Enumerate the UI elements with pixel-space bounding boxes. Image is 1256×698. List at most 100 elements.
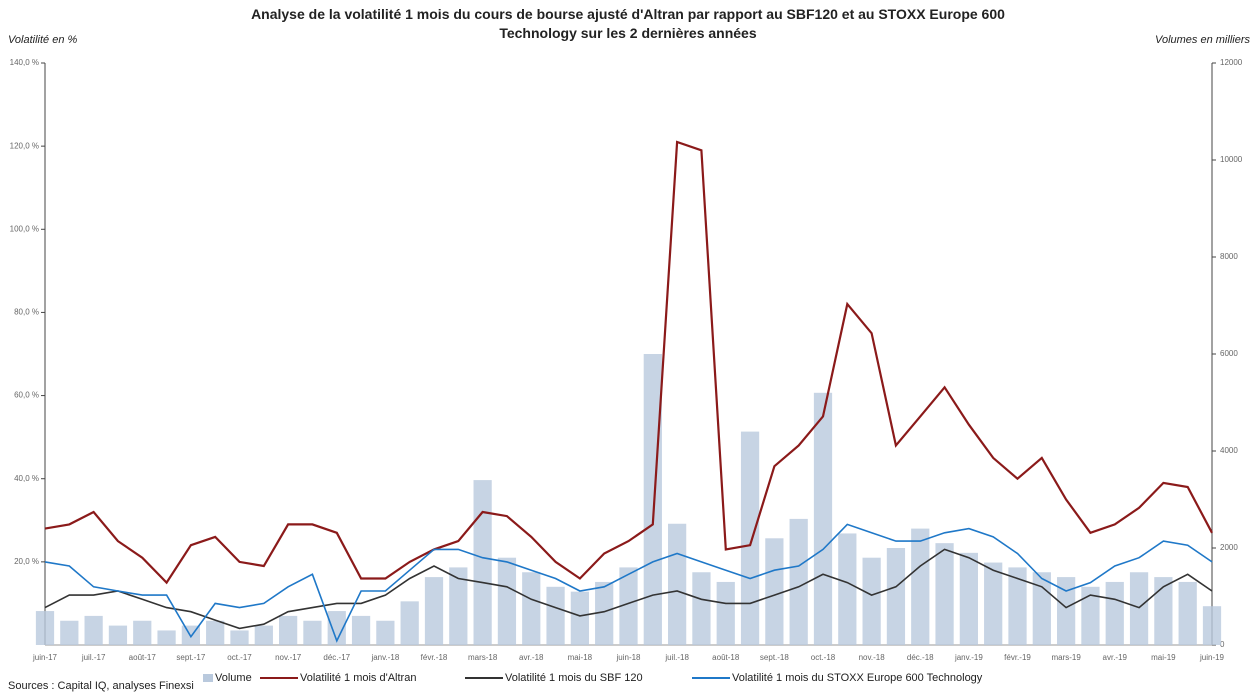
x-tick-label: août-17: [129, 653, 157, 662]
volume-bar: [886, 548, 906, 645]
volume-bar: [813, 392, 833, 645]
x-tick-label: sept.-17: [176, 653, 205, 662]
x-tick-label: juil.-17: [81, 653, 106, 662]
volume-bar: [327, 611, 346, 645]
volume-bar: [1154, 577, 1173, 645]
y-tick-label: 80,0 %: [14, 308, 39, 317]
legend-swatch: [203, 674, 213, 682]
y2-tick-label: 0: [1220, 640, 1225, 649]
x-tick-label: janv.-18: [370, 653, 399, 662]
x-tick-label: avr.-18: [519, 653, 544, 662]
x-tick-label: juin-17: [32, 653, 58, 662]
legend-item: Volume: [203, 672, 252, 684]
line-series: [44, 140, 1213, 585]
volume-bar: [1008, 567, 1027, 645]
y2-tick-label: 6000: [1220, 349, 1238, 358]
volume-bar: [546, 586, 565, 645]
volume-bar: [984, 562, 1003, 645]
volume-bar: [765, 538, 784, 645]
volume-bar: [959, 552, 978, 645]
line-series: [44, 523, 1213, 643]
x-tick-label: avr.-19: [1103, 653, 1128, 662]
volume-bar: [1081, 586, 1100, 645]
y2-tick-label: 12000: [1220, 58, 1243, 67]
volume-bar: [157, 630, 176, 645]
volume-bar: [1129, 572, 1149, 645]
volume-bar: [716, 581, 735, 645]
volume-bar: [1202, 606, 1222, 645]
y-axis-title: Volatilité en %: [8, 34, 78, 46]
legend-label: Volume: [215, 672, 252, 684]
volume-bar: [1178, 581, 1197, 645]
x-tick-label: févr.-18: [421, 653, 448, 662]
x-tick-label: oct.-18: [811, 653, 836, 662]
legend-label: Volatilité 1 mois du STOXX Europe 600 Te…: [732, 672, 983, 684]
volume-bar: [424, 577, 444, 645]
x-tick-label: déc.-17: [323, 653, 350, 662]
volume-bar: [595, 581, 614, 645]
volume-bar: [740, 431, 760, 645]
line-series: [44, 548, 1213, 630]
volume-bar: [35, 611, 55, 645]
volume-bar: [400, 601, 419, 645]
x-tick-label: mai-18: [568, 653, 593, 662]
volume-bar: [692, 572, 711, 645]
y-tick-label: 40,0 %: [14, 474, 39, 483]
chart-title: Analyse de la volatilité 1 mois du cours…: [251, 6, 1005, 41]
legend-label: Volatilité 1 mois d'Altran: [300, 672, 416, 684]
volume-bar: [1057, 577, 1076, 645]
legend-item: Volatilité 1 mois du STOXX Europe 600 Te…: [692, 672, 983, 684]
volume-bar: [862, 557, 881, 645]
volume-bar: [108, 625, 128, 645]
x-tick-label: déc.-18: [907, 653, 934, 662]
volume-bar: [279, 615, 298, 645]
x-tick-label: nov.-18: [859, 653, 886, 662]
x-tick-label: août-18: [712, 653, 740, 662]
y2-tick-label: 8000: [1220, 252, 1238, 261]
volume-bar: [643, 354, 662, 645]
volume-bar: [789, 518, 808, 645]
x-tick-label: juin-18: [615, 653, 641, 662]
x-tick-label: juin-19: [1199, 653, 1225, 662]
source: Sources : Capital IQ, analyses Finexsi: [8, 680, 194, 692]
volume-bar: [133, 620, 152, 645]
legend-item: Volatilité 1 mois d'Altran: [260, 672, 416, 684]
y2-axis-title: Volumes en milliers: [1155, 34, 1250, 46]
x-tick-label: mars-19: [1051, 653, 1081, 662]
y-tick-label: 100,0 %: [10, 224, 39, 233]
volume-bar: [1032, 572, 1051, 645]
x-tick-label: mai-19: [1151, 653, 1176, 662]
volume-bar: [935, 543, 954, 645]
volume-bar: [1105, 581, 1124, 645]
y2-tick-label: 10000: [1220, 155, 1243, 164]
volume-bar: [570, 591, 589, 645]
volume-bar: [473, 480, 492, 645]
volume-bar: [206, 620, 225, 645]
x-tick-label: juil.-18: [664, 653, 689, 662]
volume-bar: [497, 557, 517, 645]
y-tick-label: 120,0 %: [10, 141, 39, 150]
y2-tick-label: 2000: [1220, 543, 1238, 552]
y-tick-label: 20,0 %: [14, 557, 39, 566]
x-tick-label: sept.-18: [760, 653, 789, 662]
volume-bar: [60, 620, 79, 645]
y2-tick-label: 4000: [1220, 446, 1238, 455]
legend-item: Volatilité 1 mois du SBF 120: [465, 672, 643, 684]
volume-bar: [303, 620, 322, 645]
x-tick-label: févr.-19: [1004, 653, 1031, 662]
volume-bar: [84, 615, 103, 645]
volume-bar: [522, 572, 541, 645]
volume-bar: [838, 533, 857, 645]
legend-label: Volatilité 1 mois du SBF 120: [505, 672, 643, 684]
volume-bar: [230, 630, 249, 645]
volume-bar: [911, 528, 930, 645]
x-tick-label: oct.-17: [227, 653, 252, 662]
volume-bar: [619, 567, 638, 645]
x-tick-label: nov.-17: [275, 653, 302, 662]
x-tick-label: janv.-19: [954, 653, 983, 662]
volume-bar: [254, 625, 273, 645]
volume-bar: [449, 567, 468, 645]
volume-bar: [351, 615, 371, 645]
y-tick-label: 60,0 %: [14, 391, 39, 400]
